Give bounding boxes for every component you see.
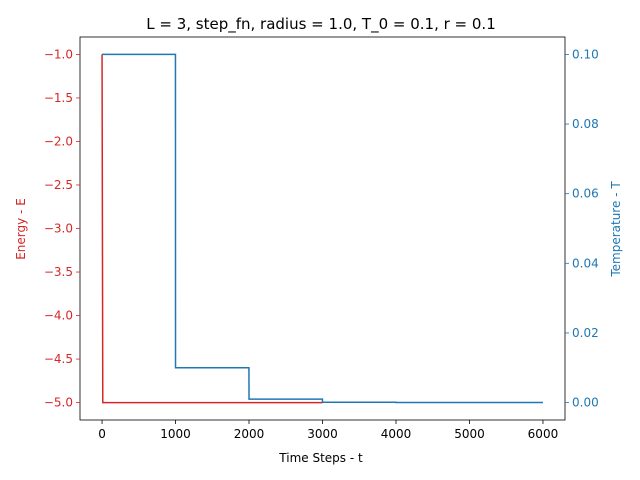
x-tick: 3000 <box>307 420 338 441</box>
plot-area <box>80 37 565 420</box>
y-left-tick-label: −5.0 <box>44 396 73 410</box>
y-axis-right: 0.00 0.02 0.04 0.06 0.08 0.10 <box>565 47 599 409</box>
x-tick-label: 0 <box>98 427 106 441</box>
x-tick: 1000 <box>160 420 191 441</box>
y-left-tick: −5.0 <box>44 396 80 410</box>
y-right-tick: 0.10 <box>565 47 599 61</box>
x-tick: 4000 <box>381 420 412 441</box>
y-right-tick-label: 0.04 <box>572 256 599 270</box>
series-layer <box>102 54 543 402</box>
x-tick: 2000 <box>234 420 265 441</box>
x-tick: 0 <box>98 420 106 441</box>
y-left-tick: −4.5 <box>44 352 80 366</box>
y-left-tick-label: −3.0 <box>44 222 73 236</box>
y-right-tick-label: 0.06 <box>572 187 599 201</box>
y-right-tick: 0.04 <box>565 256 599 270</box>
x-tick: 5000 <box>454 420 485 441</box>
y-left-tick-label: −1.0 <box>44 47 73 61</box>
y-left-tick-label: −4.0 <box>44 309 73 323</box>
y-right-tick-label: 0.02 <box>572 326 599 340</box>
energy-series-line <box>102 54 322 402</box>
y-axis-right-label: Temperature - T <box>609 181 623 278</box>
x-tick-label: 6000 <box>528 427 559 441</box>
y-right-tick-label: 0.10 <box>572 47 599 61</box>
x-tick-label: 4000 <box>381 427 412 441</box>
temperature-series-line <box>102 54 543 402</box>
x-tick: 6000 <box>528 420 559 441</box>
y-left-tick-label: −2.0 <box>44 134 73 148</box>
y-left-tick: −3.0 <box>44 222 80 236</box>
y-left-tick: −2.0 <box>44 134 80 148</box>
y-left-tick-label: −2.5 <box>44 178 73 192</box>
x-tick-label: 2000 <box>234 427 265 441</box>
y-left-tick-label: −3.5 <box>44 265 73 279</box>
y-axis-left-label: Energy - E <box>14 198 28 260</box>
y-right-tick: 0.02 <box>565 326 599 340</box>
plot-frame <box>80 37 565 420</box>
y-left-tick: −1.0 <box>44 47 80 61</box>
x-axis-label: Time Steps - t <box>278 451 363 465</box>
x-tick-label: 1000 <box>160 427 191 441</box>
y-right-tick: 0.00 <box>565 396 599 410</box>
y-left-tick: −1.5 <box>44 91 80 105</box>
y-left-tick: −4.0 <box>44 309 80 323</box>
y-axis-left: −1.0 −1.5 −2.0 −2.5 −3.0 −3.5 −4.0 −4.5 −5.0 <box>44 47 80 409</box>
y-right-tick-label: 0.00 <box>572 396 599 410</box>
chart-title: L = 3, step_fn, radius = 1.0, T_0 = 0.1,… <box>146 15 496 34</box>
y-left-tick-label: −1.5 <box>44 91 73 105</box>
y-right-tick: 0.08 <box>565 117 599 131</box>
x-axis: 0 1000 2000 3000 4000 5000 6000 <box>98 420 558 441</box>
y-left-tick: −2.5 <box>44 178 80 192</box>
y-right-tick: 0.06 <box>565 187 599 201</box>
x-tick-label: 3000 <box>307 427 338 441</box>
y-right-tick-label: 0.08 <box>572 117 599 131</box>
x-tick-label: 5000 <box>454 427 485 441</box>
y-left-tick-label: −4.5 <box>44 352 73 366</box>
y-left-tick: −3.5 <box>44 265 80 279</box>
